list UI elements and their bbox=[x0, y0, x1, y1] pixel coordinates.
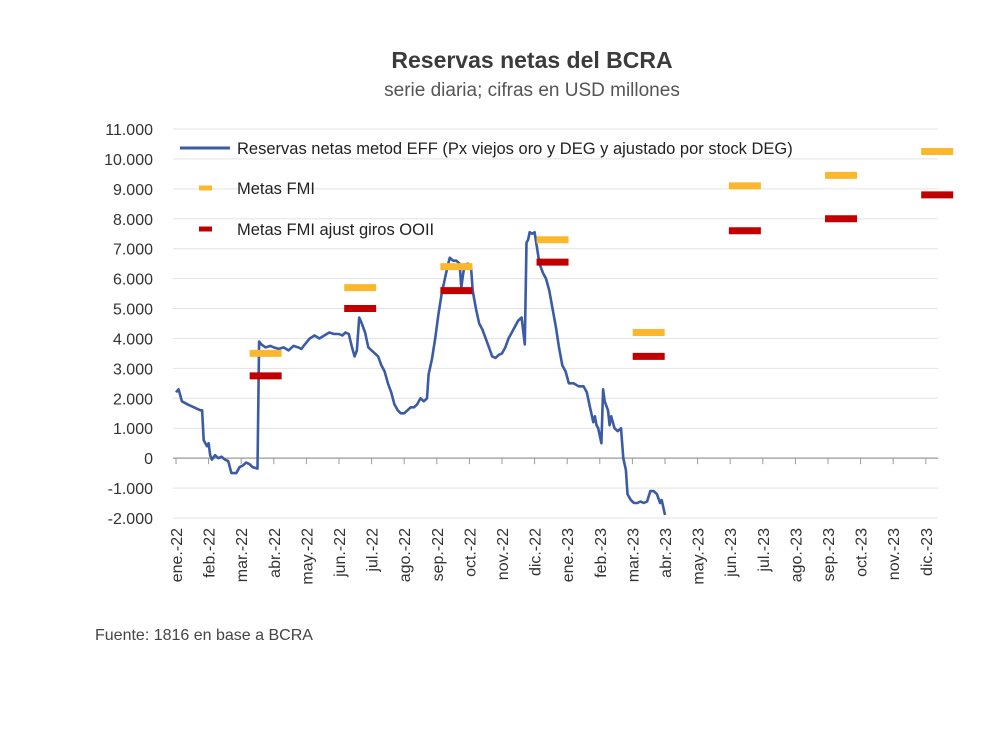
y-tick-label: 2.000 bbox=[113, 391, 153, 408]
y-tick-label: 6.000 bbox=[113, 272, 153, 289]
x-tick-label: jul.-22 bbox=[365, 528, 382, 573]
x-tick-label: ago.-23 bbox=[788, 528, 805, 582]
y-tick-label: 1.000 bbox=[113, 421, 153, 438]
chart-subtitle: serie diaria; cifras en USD millones bbox=[384, 80, 680, 101]
x-tick-label: ago.-22 bbox=[397, 528, 414, 582]
x-tick-label: dic.-23 bbox=[919, 528, 936, 576]
y-tick-label: -2.000 bbox=[108, 511, 153, 528]
x-tick-label: abr.-22 bbox=[267, 528, 284, 578]
x-tick-label: feb.-23 bbox=[593, 528, 610, 578]
x-tick-label: abr.-23 bbox=[658, 528, 675, 578]
y-tick-label: 9.000 bbox=[113, 182, 153, 199]
legend-label-metas-fmi-ajust: Metas FMI ajust giros OOII bbox=[237, 221, 434, 239]
x-tick-label: sep.-23 bbox=[821, 528, 838, 581]
y-tick-label: 11.000 bbox=[105, 122, 153, 139]
x-tick-label: ene.-22 bbox=[169, 528, 186, 582]
y-axis-ticks: 11.000 10.000 9.000 8.000 7.000 6.000 5.000 4.0… bbox=[104, 122, 153, 528]
legend-label-reserves: Reservas netas metod EFF (Px viejos oro … bbox=[237, 140, 793, 158]
series-layer bbox=[175, 147, 954, 516]
legend-label-metas-fmi: Metas FMI bbox=[237, 180, 315, 198]
x-tick-label: jul.-23 bbox=[756, 528, 773, 573]
y-tick-label: 0 bbox=[144, 451, 153, 468]
x-tick-label: nov.-22 bbox=[495, 528, 512, 580]
y-tick-label: -1.000 bbox=[108, 481, 153, 498]
x-tick-label: sep.-22 bbox=[430, 528, 447, 581]
x-tick-label: jun.-22 bbox=[332, 528, 349, 578]
x-tick-label: may.-22 bbox=[299, 528, 316, 585]
x-tick-label: mar.-22 bbox=[234, 528, 251, 582]
source-note: Fuente: 1816 en base a BCRA bbox=[95, 627, 313, 644]
x-tick-label: may.-23 bbox=[691, 528, 708, 585]
x-tick-label: feb.-22 bbox=[202, 528, 219, 578]
x-axis-ticks: ene.-22 feb.-22 mar.-22 abr.-22 may.-22 jun.-… bbox=[169, 458, 936, 585]
y-tick-label: 5.000 bbox=[113, 302, 153, 319]
x-tick-label: oct.-23 bbox=[854, 528, 871, 577]
x-tick-label: ene.-23 bbox=[560, 528, 577, 582]
y-tick-label: 10.000 bbox=[104, 152, 153, 169]
y-tick-label: 4.000 bbox=[113, 331, 153, 348]
y-tick-label: 3.000 bbox=[113, 361, 153, 378]
x-tick-label: oct.-22 bbox=[462, 528, 479, 577]
gridlines bbox=[173, 128, 938, 519]
series-line-reserves bbox=[175, 230, 667, 516]
x-tick-label: nov.-23 bbox=[886, 528, 903, 580]
legend: Reservas netas metod EFF (Px viejos oro … bbox=[180, 140, 793, 239]
x-tick-label: dic.-22 bbox=[528, 528, 545, 576]
y-tick-label: 8.000 bbox=[113, 212, 153, 229]
x-tick-label: mar.-23 bbox=[625, 528, 642, 582]
x-tick-label: jun.-23 bbox=[723, 528, 740, 578]
y-tick-label: 7.000 bbox=[113, 242, 153, 259]
chart-title: Reservas netas del BCRA bbox=[391, 47, 672, 73]
